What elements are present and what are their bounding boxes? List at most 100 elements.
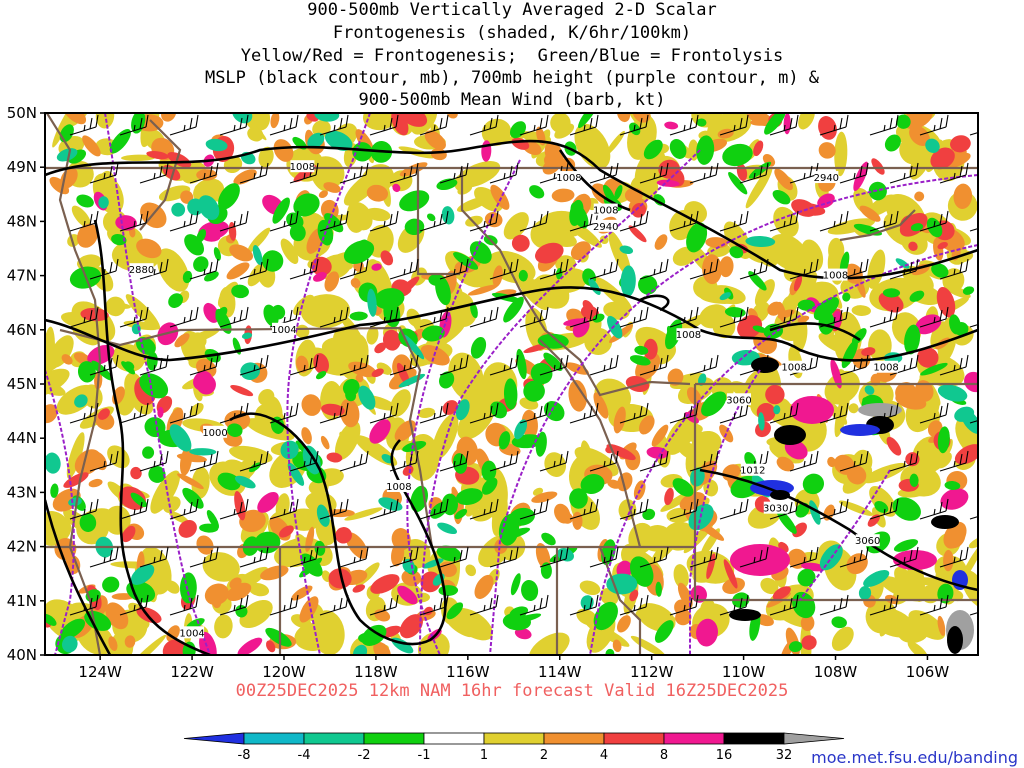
shade-cell <box>793 318 808 353</box>
shade-cell <box>301 427 312 445</box>
shade-cell <box>280 440 299 460</box>
shade-cell <box>115 215 137 231</box>
shade-cell <box>347 201 373 231</box>
wind-barb <box>419 594 449 616</box>
wind-barb <box>169 210 199 232</box>
shade-cell <box>535 242 564 264</box>
shade-cell <box>667 368 684 386</box>
shade-cell <box>77 254 102 271</box>
wind-barb <box>239 450 269 472</box>
colorbar-segment <box>423 732 485 745</box>
shade-cell <box>344 331 369 373</box>
wind-barb <box>919 114 949 136</box>
shade-cell <box>174 333 190 348</box>
wind-barb <box>319 114 349 136</box>
mslp-label-bg <box>676 328 701 341</box>
shade-cell <box>748 271 767 291</box>
credit-link[interactable]: moe.met.fsu.edu/banding <box>811 748 1018 767</box>
shade-cell <box>323 182 341 193</box>
shade-cell <box>465 564 477 577</box>
shade-cell <box>699 304 729 329</box>
wind-barb <box>819 114 849 136</box>
wind-barb <box>369 210 399 232</box>
wind-barb <box>269 114 299 136</box>
wind-barb <box>669 210 699 232</box>
wind-barb <box>469 306 499 328</box>
shade-cell <box>867 514 880 527</box>
shade-cell <box>774 425 806 445</box>
shade-cell <box>964 371 978 393</box>
shade-cell <box>432 413 459 460</box>
shade-cell <box>392 183 401 193</box>
shade-cell <box>374 342 387 354</box>
wind-barb <box>269 498 299 520</box>
shade-cell <box>355 374 364 383</box>
shade-cell <box>696 135 715 165</box>
wind-barb <box>539 354 569 376</box>
wind-barb <box>569 594 599 616</box>
shade-cell <box>180 190 194 204</box>
shade-cell <box>234 475 256 489</box>
shade-cell <box>138 546 172 595</box>
shade-cell <box>202 552 240 582</box>
wind-barb <box>119 306 149 328</box>
wind-barb <box>69 114 99 136</box>
wind-barb <box>869 210 899 232</box>
shade-cell <box>666 325 676 342</box>
shade-cell <box>535 431 547 457</box>
wind-barb <box>569 306 599 328</box>
shade-cell <box>182 641 196 655</box>
shade-cell <box>634 345 649 355</box>
wind-barb <box>89 546 119 568</box>
shade-cell <box>189 448 217 456</box>
shade-cell <box>361 624 387 646</box>
shade-cell <box>371 368 384 378</box>
wind-barb <box>219 114 249 136</box>
shade-cell <box>389 389 411 417</box>
height-contours <box>45 113 978 655</box>
shade-cell <box>129 634 167 655</box>
shade-cell <box>862 462 907 484</box>
shade-cell <box>893 539 919 552</box>
wind-barb <box>239 546 269 568</box>
wind-barb <box>919 594 949 616</box>
shade-cell <box>169 424 192 452</box>
shade-cell <box>832 310 842 328</box>
shade-cell <box>614 185 623 200</box>
shade-cell <box>381 454 394 464</box>
colorbar-label: 4 <box>600 748 608 763</box>
wind-barb <box>189 450 219 472</box>
lon-label: 110W <box>722 663 766 681</box>
wind-barb <box>969 323 978 328</box>
colorbar-segment <box>543 732 605 745</box>
shade-cell <box>150 470 181 514</box>
height-label: 2940 <box>593 222 618 233</box>
shade-cell <box>867 194 897 216</box>
wind-barb <box>169 114 199 136</box>
shade-cell <box>568 379 587 412</box>
shade-cell <box>324 271 340 292</box>
wind-barb <box>419 210 449 232</box>
shade-cell <box>607 479 622 489</box>
shade-cell <box>607 315 623 339</box>
shade-cell <box>690 467 705 487</box>
shade-cell <box>483 126 502 135</box>
lon-label: 124W <box>78 663 122 681</box>
shade-cell <box>834 386 851 438</box>
shade-cell <box>886 436 902 456</box>
shade-cell <box>436 178 458 191</box>
colorbar-label: -4 <box>298 748 311 763</box>
shade-cell <box>544 229 577 248</box>
shade-cell <box>882 288 901 298</box>
shade-cell <box>673 564 689 589</box>
shade-cell <box>613 406 626 434</box>
shade-cell <box>418 455 434 470</box>
colorbar-segment <box>603 732 665 745</box>
wind-barb <box>369 594 399 616</box>
shade-cell <box>215 306 228 321</box>
shade-cell <box>239 599 273 629</box>
shade-cell <box>666 507 693 523</box>
shade-cell <box>245 418 295 441</box>
colorbar: -8 -4 -2 -1 1 2 4 8 16 32 <box>183 732 845 763</box>
shade-cell <box>745 235 776 248</box>
